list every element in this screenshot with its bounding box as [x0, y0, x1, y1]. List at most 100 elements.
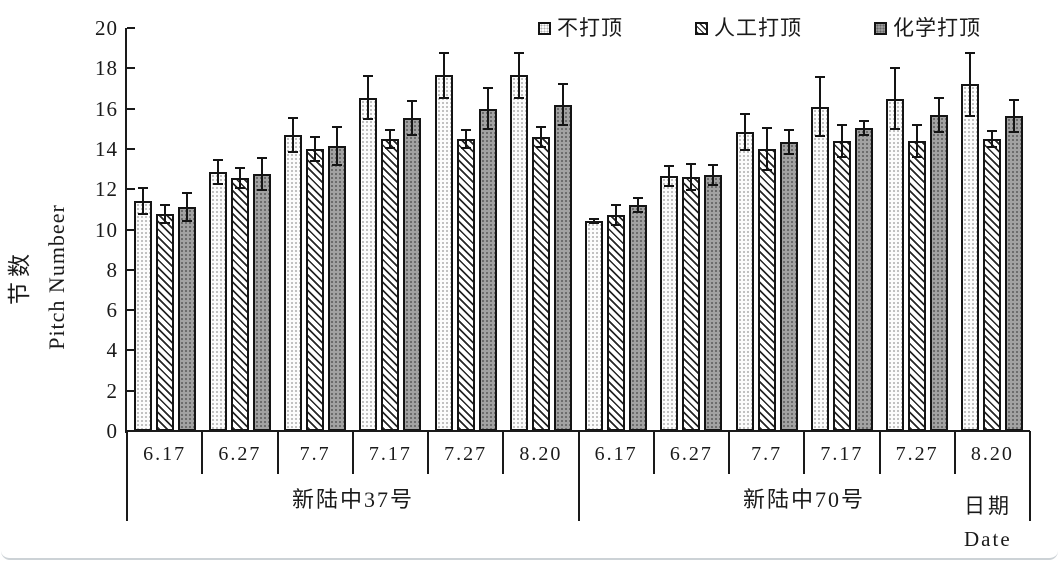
- error-bar-cap: [557, 123, 568, 126]
- error-bar-cap: [761, 126, 772, 129]
- error-bar-cap: [633, 197, 644, 200]
- error-bar-line: [517, 53, 520, 98]
- error-bar-line: [292, 117, 295, 152]
- error-bar-line: [991, 130, 994, 147]
- error-bar-line: [938, 97, 941, 132]
- y-tick-mark: [127, 349, 135, 352]
- error-bar-cap: [934, 96, 945, 99]
- y-tick-label: 4: [106, 338, 118, 363]
- error-bar-cap: [438, 52, 449, 55]
- group-divider: [1029, 431, 1031, 521]
- error-bar-cap: [1009, 98, 1020, 101]
- error-bar-cap: [934, 130, 945, 133]
- error-bar-cap: [611, 204, 622, 207]
- error-bar-line: [969, 53, 972, 116]
- error-bar-cap: [589, 218, 600, 221]
- error-bar-line: [260, 157, 263, 191]
- error-bar-cap: [363, 75, 374, 78]
- error-bar-line: [765, 127, 768, 171]
- bar-dark: [779, 141, 798, 431]
- error-bar-line: [862, 120, 865, 135]
- error-bar-cap: [234, 187, 245, 190]
- date-label: 6.17: [594, 443, 638, 465]
- chart-legend: 不打顶 人工打顶 化学打顶: [538, 15, 981, 41]
- bar-light: [735, 131, 754, 431]
- date-label: 7.17: [368, 443, 412, 465]
- bar-light: [208, 172, 227, 431]
- error-bar-cap: [761, 169, 772, 172]
- error-bar-line: [141, 188, 144, 215]
- error-bar-cap: [256, 156, 267, 159]
- error-bar-cap: [589, 222, 600, 225]
- error-bar-cap: [385, 128, 396, 131]
- error-bar-line: [743, 113, 746, 150]
- error-bar-cap: [535, 125, 546, 128]
- error-bar-line: [615, 205, 618, 226]
- y-tick-mark: [127, 107, 135, 110]
- category-divider: [803, 431, 806, 474]
- bar-light: [961, 84, 980, 431]
- error-bar-line: [389, 129, 392, 148]
- y-tick-mark: [127, 67, 135, 70]
- category-divider: [276, 431, 279, 474]
- y-tick-label: 8: [106, 257, 118, 282]
- screenshot-bottom-edge: [1, 546, 1058, 560]
- error-bar-cap: [912, 123, 923, 126]
- bar-hatch: [531, 136, 550, 431]
- error-bar-cap: [482, 87, 493, 90]
- error-bar-line: [442, 53, 445, 98]
- error-bar-line: [690, 164, 693, 191]
- error-bar-cap: [310, 159, 321, 162]
- error-bar-cap: [212, 183, 223, 186]
- error-bar-cap: [332, 164, 343, 167]
- error-bar-cap: [288, 116, 299, 119]
- error-bar-cap: [633, 211, 644, 214]
- error-bar-line: [163, 205, 166, 224]
- error-bar-cap: [987, 145, 998, 148]
- error-bar-line: [216, 159, 219, 185]
- bar-hatch: [155, 214, 174, 431]
- bar-dark: [403, 117, 422, 431]
- error-bar-cap: [890, 127, 901, 130]
- bar-light: [509, 75, 528, 431]
- error-bar-line: [411, 100, 414, 135]
- legend-label: 化学打顶: [893, 16, 981, 40]
- bar-light: [585, 221, 604, 431]
- error-bar-cap: [739, 112, 750, 115]
- error-bar-line: [561, 84, 564, 125]
- bar-hatch: [832, 140, 851, 431]
- error-bar-cap: [858, 133, 869, 136]
- error-bar-cap: [310, 135, 321, 138]
- error-bar-line: [486, 88, 489, 129]
- category-divider: [351, 431, 354, 474]
- y-tick-mark: [127, 430, 135, 432]
- error-bar-line: [539, 126, 542, 147]
- error-bar-line: [1013, 99, 1016, 132]
- error-bar-cap: [385, 146, 396, 149]
- error-bar-cap: [256, 189, 267, 192]
- date-label: 6.27: [669, 443, 713, 465]
- bar-light: [886, 98, 905, 431]
- error-bar-cap: [159, 204, 170, 207]
- bar-light: [133, 201, 152, 431]
- category-divider: [427, 431, 429, 474]
- error-bar-cap: [664, 165, 675, 168]
- y-tick-label: 2: [106, 378, 118, 403]
- error-bar-cap: [836, 123, 847, 126]
- bar-light: [434, 75, 453, 431]
- y-tick-mark: [127, 228, 135, 231]
- y-axis-line: [125, 28, 127, 433]
- error-bar-cap: [234, 167, 245, 170]
- error-bar-line: [464, 129, 467, 148]
- error-bar-cap: [535, 145, 546, 148]
- error-bar-cap: [739, 148, 750, 151]
- error-bar-cap: [611, 224, 622, 227]
- error-bar-cap: [288, 150, 299, 153]
- category-divider: [953, 431, 956, 474]
- error-bar-cap: [686, 189, 697, 192]
- bar-dark: [553, 104, 572, 431]
- error-bar-line: [238, 168, 241, 189]
- bar-hatch: [381, 138, 400, 431]
- error-bar-cap: [1009, 130, 1020, 133]
